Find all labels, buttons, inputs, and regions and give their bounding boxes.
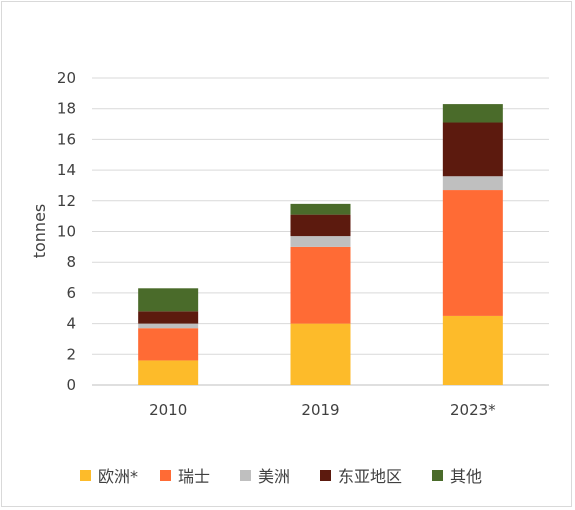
y-tick-label-16: 16 [57, 130, 76, 148]
legend-label-其他: 其他 [450, 467, 482, 486]
bar-2019-欧洲* [290, 323, 351, 385]
legend: 欧洲* 瑞士 美洲 东亚地区 其他 [80, 467, 482, 486]
x-tick-label-2019: 2019 [301, 401, 339, 419]
legend-label-欧洲*: 欧洲* [98, 467, 138, 486]
x-tick-label-2023*: 2023* [450, 401, 496, 419]
y-tick-label-12: 12 [57, 192, 76, 210]
legend-swatch-美洲 [240, 470, 251, 481]
bar-2023*-美洲 [442, 176, 503, 191]
legend-label-瑞士: 瑞士 [178, 467, 210, 486]
bar-2010-欧洲* [138, 360, 199, 385]
y-tick-label-20: 20 [57, 69, 76, 87]
bar-2023*-欧洲* [442, 315, 503, 385]
bar-2019-东亚地区 [290, 214, 351, 237]
bar-2019-其他 [290, 203, 351, 215]
bar-2010-其他 [138, 288, 199, 312]
bar-2010-美洲 [138, 323, 199, 329]
y-tick-label-0: 0 [66, 376, 76, 394]
y-tick-label-4: 4 [66, 315, 76, 333]
bars [138, 104, 503, 385]
bar-2010-瑞士 [138, 328, 199, 361]
legend-label-东亚地区: 东亚地区 [338, 467, 402, 486]
y-tick-label-2: 2 [66, 345, 76, 363]
y-tick-label-18: 18 [57, 100, 76, 118]
legend-swatch-欧洲* [80, 470, 91, 481]
bar-2023*-其他 [442, 104, 503, 123]
y-tick-label-10: 10 [57, 223, 76, 241]
bar-2023*-东亚地区 [442, 122, 503, 177]
legend-swatch-东亚地区 [320, 470, 331, 481]
legend-label-美洲: 美洲 [258, 467, 290, 486]
y-tick-label-6: 6 [66, 284, 76, 302]
bar-2019-美洲 [290, 236, 351, 247]
y-tick-label-8: 8 [66, 253, 76, 271]
y-tick-label-14: 14 [57, 161, 76, 179]
x-tick-label-2010: 2010 [149, 401, 187, 419]
x-axis-ticks: 2010 2019 2023* [149, 401, 496, 419]
y-axis-ticks: 0 2 4 6 8 10 12 14 16 18 20 [57, 69, 76, 394]
bar-2010-东亚地区 [138, 311, 199, 324]
legend-swatch-瑞士 [160, 470, 171, 481]
bar-2023*-瑞士 [442, 190, 503, 316]
legend-swatch-其他 [432, 470, 443, 481]
bar-2019-瑞士 [290, 246, 351, 324]
y-axis-label: tonnes [30, 204, 49, 259]
